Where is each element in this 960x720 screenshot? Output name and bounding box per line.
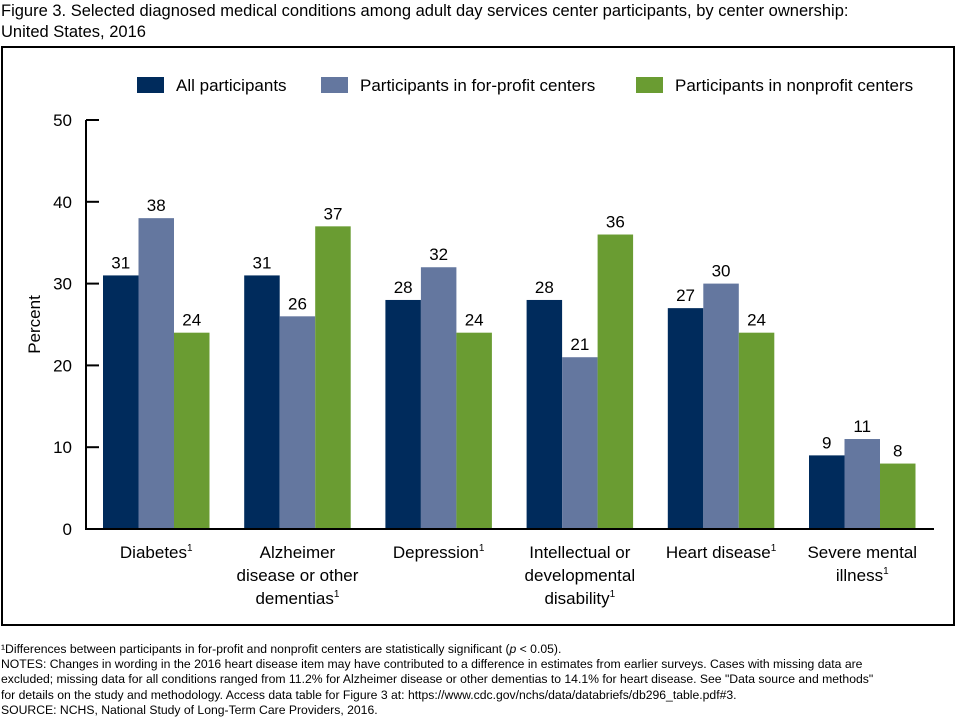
bar-value-label: 27	[676, 286, 695, 305]
bar-group: 28 21 36	[526, 213, 634, 529]
legend-label: Participants in nonprofit centers	[675, 76, 913, 95]
x-tick-label: illness1	[836, 566, 889, 585]
x-axis: Diabetes1 Alzheimer disease or other dement…	[86, 528, 934, 608]
bar	[562, 357, 598, 529]
footnote-marker: 1	[479, 543, 485, 554]
bar	[880, 463, 916, 529]
significance-footnote: ¹Differences between participants in for…	[1, 642, 562, 656]
footnote-marker: 1	[883, 566, 889, 577]
bar-value-label: 37	[323, 204, 342, 223]
x-tick-label: Alzheimer	[260, 543, 336, 562]
bar	[244, 275, 280, 529]
bar-value-label: 28	[394, 278, 413, 297]
bar-value-label: 30	[712, 262, 731, 281]
bar	[420, 267, 457, 529]
notes-line-3: for details on the study and methodology…	[1, 687, 737, 702]
y-tick-label: 10	[53, 438, 72, 457]
bar-value-label: 24	[465, 311, 484, 330]
x-tick-label: disability1	[544, 589, 615, 608]
footnotes: ¹Differences between participants in for…	[1, 642, 959, 718]
notes-line-2: excluded; missing data for all condition…	[1, 672, 874, 687]
x-tick-label: Diabetes1	[120, 543, 193, 562]
notes-line-1: NOTES: Changes in wording in the 2016 he…	[1, 657, 863, 672]
bar-value-label: 11	[853, 417, 871, 436]
bar	[138, 218, 174, 529]
x-tick-label: Depression1	[393, 543, 485, 562]
footnote-marker: 1	[610, 589, 616, 600]
footnote-marker: 1	[187, 543, 193, 554]
y-tick-label: 30	[53, 275, 72, 294]
y-tick-label: 20	[53, 356, 72, 375]
x-tick-label: developmental	[525, 566, 636, 585]
bar	[667, 308, 704, 529]
bar	[738, 332, 775, 529]
bars: 31 38 24 31 26 37 28 32 24 28 21 36 27 30 24 9 11 8	[103, 196, 916, 529]
bar-group: 9 11 8	[809, 417, 916, 529]
bar-group: 28 32 24	[385, 245, 492, 529]
bar	[174, 332, 210, 529]
bar	[385, 299, 421, 529]
bar	[315, 226, 351, 529]
y-tick-label: 0	[63, 520, 72, 539]
legend-swatch	[321, 77, 348, 93]
bar-value-label: 31	[111, 253, 130, 272]
bar-value-label: 21	[570, 335, 589, 354]
bar	[809, 455, 845, 529]
legend-swatch	[636, 77, 663, 93]
bar	[844, 439, 880, 529]
bar-value-label: 38	[147, 196, 166, 215]
figure-title-line-2: United States, 2016	[1, 23, 146, 41]
x-tick-label: Heart disease1	[666, 543, 777, 562]
legend-label: Participants in for-profit centers	[360, 76, 595, 95]
figure-title-line-1: Figure 3. Selected diagnosed medical con…	[1, 2, 849, 20]
x-tick-label: Severe mental	[807, 543, 917, 562]
y-tick-label: 50	[53, 111, 72, 130]
chart-legend: All participants Participants in for-prof…	[137, 76, 913, 95]
legend-item: All participants	[137, 76, 287, 95]
bar-value-label: 36	[606, 213, 625, 232]
bar-chart: All participants Participants in for-prof…	[25, 76, 934, 608]
footnote-marker: 1	[771, 543, 777, 554]
bar	[279, 316, 316, 529]
legend-item: Participants in for-profit centers	[321, 76, 595, 95]
bar-group: 27 30 24	[667, 262, 775, 529]
y-tick-label: 40	[53, 193, 72, 212]
bar-group: 31 26 37	[244, 204, 351, 529]
y-axis-label: Percent	[25, 295, 44, 354]
bar-value-label: 24	[182, 311, 201, 330]
chart-frame	[1, 46, 955, 626]
bar-value-label: 31	[252, 253, 271, 272]
legend-swatch	[137, 77, 164, 93]
bar	[597, 234, 634, 529]
bar-value-label: 9	[822, 433, 831, 452]
x-tick-label: Intellectual or	[529, 543, 630, 562]
figure-title: Figure 3. Selected diagnosed medical con…	[1, 1, 959, 43]
bar-group: 31 38 24	[103, 196, 210, 529]
x-tick-label: dementias1	[255, 589, 339, 608]
y-axis: 0 10 20 30 40 50 Percent	[25, 111, 99, 539]
bar	[103, 275, 139, 529]
source-note: SOURCE: NCHS, National Study of Long-Ter…	[1, 702, 378, 717]
legend-label: All participants	[176, 76, 287, 95]
bar-value-label: 24	[747, 311, 766, 330]
bar-value-label: 28	[535, 278, 554, 297]
bar-value-label: 32	[429, 245, 448, 264]
bar	[703, 283, 739, 529]
x-tick-label: disease or other	[236, 566, 358, 585]
bar-value-label: 26	[288, 294, 307, 313]
bar-value-label: 8	[893, 442, 902, 461]
footnote-marker: 1	[334, 589, 340, 600]
bar	[456, 332, 492, 529]
legend-item: Participants in nonprofit centers	[636, 76, 913, 95]
bar	[526, 299, 563, 529]
